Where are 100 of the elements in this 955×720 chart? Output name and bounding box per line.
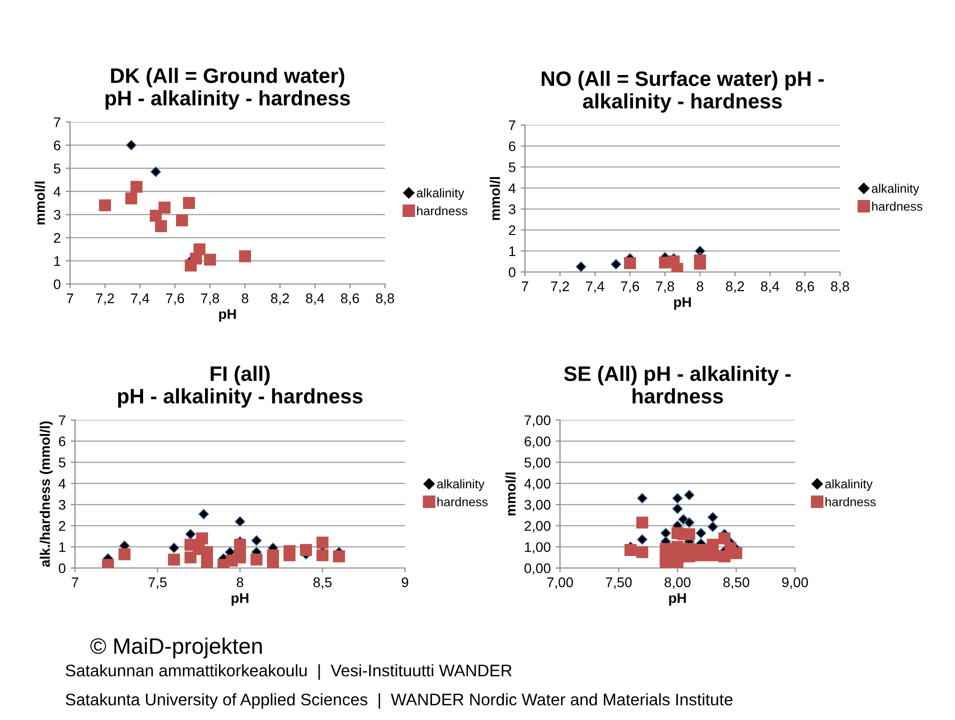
- y-tick-label: 0: [508, 267, 516, 278]
- point: [684, 490, 695, 500]
- x-tick-label: 8,2: [726, 281, 744, 293]
- point: [300, 544, 312, 556]
- y-tick-label: 6: [58, 436, 66, 446]
- x-tick-label: 7,5: [148, 578, 167, 589]
- point: [176, 214, 188, 226]
- y-tick-label: 3: [54, 210, 60, 220]
- text: © MaiD-projekten: [90, 638, 262, 658]
- point: [660, 558, 672, 568]
- y-tick-label: 5,00: [524, 458, 550, 470]
- point: [168, 554, 180, 566]
- x-axis-title: pH: [232, 593, 248, 606]
- x-tick-label: 8,4: [760, 281, 780, 293]
- y-tick-label: 3: [58, 500, 66, 510]
- x-tick-label: 7,8: [201, 293, 220, 305]
- y-tick-label: 7: [58, 415, 66, 426]
- point: [636, 546, 648, 558]
- point: [636, 534, 648, 545]
- x-tick-label: 7,6: [166, 293, 184, 305]
- x-tick-label: 7,00: [547, 577, 573, 589]
- point: [672, 503, 683, 514]
- point: [636, 516, 648, 529]
- chart-title: DK (All = Ground water) pH - alkalinity - hardness: [106, 68, 350, 110]
- x-tick-label: 8: [696, 281, 704, 292]
- point: [185, 528, 196, 540]
- x-tick-label: 7,8: [656, 281, 674, 293]
- point: [624, 544, 636, 556]
- point: [234, 516, 246, 527]
- legend-label: hardness: [872, 202, 922, 211]
- legend-label: hardness: [417, 206, 468, 216]
- x-tick-label: 7,2: [551, 281, 569, 293]
- y-tick-label: 1,00: [525, 542, 550, 554]
- x-tick-label: 8: [236, 577, 244, 588]
- y-tick-label: 0: [54, 279, 60, 290]
- point: [201, 546, 213, 558]
- y-tick-label: 4: [54, 186, 61, 196]
- point: [158, 202, 170, 214]
- point: [636, 492, 648, 504]
- x-tick-label: 7,50: [606, 577, 632, 589]
- point: [204, 254, 216, 266]
- y-tick-label: 5: [54, 164, 60, 174]
- point: [251, 535, 262, 546]
- x-tick-label: 7,4: [586, 282, 604, 293]
- point: [718, 532, 730, 544]
- point: [250, 554, 262, 566]
- y-axis-title: mmol/l: [505, 472, 516, 516]
- y-tick-label: 4: [58, 478, 66, 488]
- x-tick-label: 9: [402, 577, 408, 588]
- point: [672, 492, 683, 504]
- point: [118, 548, 130, 560]
- x-tick-label: 8,2: [270, 293, 289, 305]
- x-tick-label: 7,2: [96, 293, 114, 305]
- point: [284, 549, 296, 562]
- x-tick-label: 8,8: [376, 293, 394, 305]
- x-axis-title: pH: [219, 309, 236, 322]
- point: [707, 512, 718, 523]
- y-tick-label: 6,00: [524, 436, 550, 448]
- x-axis-title: pH: [674, 297, 691, 310]
- y-tick-label: 0,00: [524, 563, 550, 575]
- y-axis-title: mmol/l: [34, 182, 46, 224]
- point: [684, 517, 695, 528]
- point: [126, 140, 137, 150]
- text: Satakunta University of Applied Sciences | WANDER Nordic Water and Materials Institute: [66, 693, 732, 709]
- x-tick-label: 7: [66, 294, 74, 304]
- chart-title: NO (All = Surface water) pH - alkalinity - hardness: [542, 70, 824, 113]
- point: [196, 532, 208, 544]
- text: Satakunnan ammattikorkeakoulu | Vesi-Instituutti WANDER: [66, 664, 512, 680]
- y-tick-label: 2: [508, 225, 516, 236]
- legend-label: hardness: [826, 497, 876, 506]
- x-tick-label: 8,6: [340, 293, 360, 305]
- y-tick-label: 0: [58, 563, 66, 574]
- point: [316, 536, 328, 549]
- x-tick-label: 8,8: [830, 281, 850, 293]
- point: [706, 549, 719, 562]
- point: [155, 220, 167, 232]
- legend-label: alkalinity: [825, 479, 873, 491]
- point: [150, 166, 162, 178]
- x-axis-title: pH: [669, 593, 686, 606]
- chart-title: SE (All) pH - alkalinity - hardness: [564, 366, 791, 404]
- x-tick-label: 7,4: [131, 294, 150, 305]
- y-tick-label: 4: [508, 183, 516, 194]
- y-tick-label: 1: [54, 256, 60, 266]
- point: [201, 558, 213, 568]
- point: [130, 180, 142, 193]
- point: [333, 550, 345, 562]
- y-tick-label: 1: [59, 542, 66, 552]
- point: [316, 549, 328, 562]
- point: [99, 199, 111, 212]
- point: [696, 528, 706, 538]
- y-tick-label: 6: [508, 141, 516, 152]
- point: [730, 547, 742, 560]
- point: [125, 192, 138, 204]
- point: [184, 551, 196, 564]
- y-tick-label: 3: [508, 204, 516, 214]
- legend-label: alkalinity: [872, 184, 920, 196]
- point: [194, 243, 206, 256]
- y-tick-label: 4,00: [524, 478, 550, 490]
- y-tick-label: 2: [58, 521, 66, 531]
- x-tick-label: 7: [72, 578, 78, 588]
